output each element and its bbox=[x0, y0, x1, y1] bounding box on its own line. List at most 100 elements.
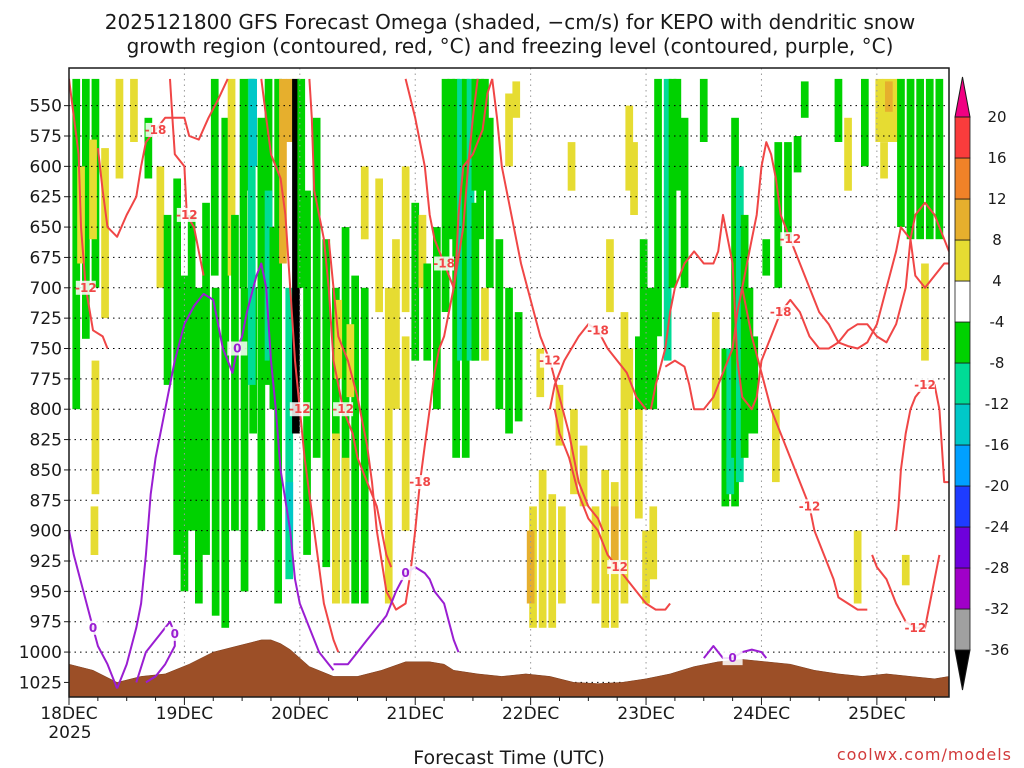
omega-cell bbox=[897, 78, 905, 228]
omega-cell bbox=[875, 78, 884, 142]
y-tick-label: 850 bbox=[30, 461, 62, 481]
y-tick-label: 550 bbox=[30, 97, 62, 117]
colorbar-tick-label: 12 bbox=[987, 190, 1006, 208]
omega-cell bbox=[247, 78, 256, 385]
omega-cell bbox=[341, 227, 350, 531]
omega-cell bbox=[239, 78, 248, 288]
colorbar-swatch bbox=[954, 608, 971, 651]
omega-cell bbox=[526, 530, 535, 604]
omega-cell bbox=[916, 78, 924, 240]
omega-cell bbox=[274, 78, 282, 604]
omega-cell bbox=[721, 348, 730, 507]
omega-cell bbox=[800, 81, 809, 118]
dgz-contour-label-bg bbox=[75, 280, 96, 295]
omega-cell bbox=[90, 506, 99, 555]
omega-cell bbox=[82, 78, 90, 339]
x-tick-label: 24DEC bbox=[733, 704, 790, 724]
omega-cell bbox=[663, 78, 672, 361]
y-tick-label: 900 bbox=[30, 522, 62, 542]
dgz-contour-label-bg bbox=[780, 232, 801, 247]
omega-cell bbox=[726, 457, 735, 495]
dgz-contour-label: -18 bbox=[145, 123, 167, 137]
dgz-contour-label: -12 bbox=[176, 208, 198, 222]
dgz-contour-line bbox=[649, 201, 949, 411]
freezing-contour-label-bg bbox=[164, 626, 185, 641]
omega-cell bbox=[750, 336, 759, 434]
dgz-contour-label-bg bbox=[587, 323, 608, 338]
omega-cell bbox=[221, 117, 230, 628]
omega-cell bbox=[630, 142, 638, 215]
omega-cell bbox=[736, 166, 744, 483]
omega-cell bbox=[538, 469, 547, 628]
omega-cell bbox=[921, 263, 929, 361]
dgz-contour-label-bg bbox=[333, 402, 354, 417]
omega-cell bbox=[292, 78, 300, 434]
omega-cell bbox=[726, 348, 735, 483]
omega-cell bbox=[567, 142, 576, 191]
omega-cell bbox=[89, 139, 97, 240]
freezing-contour-line bbox=[69, 530, 119, 689]
omega-cell bbox=[461, 78, 470, 458]
colorbar-tick-label: -16 bbox=[985, 436, 1010, 454]
freezing-contour-label: 0 bbox=[233, 342, 241, 356]
omega-cell bbox=[279, 78, 287, 264]
omega-cell bbox=[187, 214, 196, 531]
dgz-contour-label-bg bbox=[176, 207, 197, 222]
omega-cell bbox=[555, 384, 564, 446]
y-tick-label: 750 bbox=[30, 340, 62, 360]
dgz-contour-label-bg bbox=[145, 122, 166, 137]
freezing-contour-label-bg bbox=[227, 341, 248, 356]
omega-cell bbox=[668, 78, 677, 288]
omega-cell bbox=[673, 78, 682, 191]
dgz-contour-label-bg bbox=[905, 620, 926, 635]
colorbar-tick-label: 16 bbox=[987, 149, 1006, 167]
omega-cell bbox=[418, 214, 427, 288]
colorbar-swatch bbox=[954, 526, 971, 569]
omega-cell bbox=[610, 506, 619, 568]
colorbar-tick-label: -28 bbox=[985, 559, 1010, 577]
dgz-contour-label: -12 bbox=[289, 402, 311, 416]
colorbar-high-triangle bbox=[954, 76, 971, 118]
freezing-contour-label-bg bbox=[395, 566, 416, 581]
omega-cell bbox=[644, 287, 653, 410]
omega-cell bbox=[471, 78, 480, 191]
omega-cell bbox=[642, 530, 650, 604]
dgz-contour-line bbox=[491, 78, 604, 531]
omega-cell bbox=[925, 78, 934, 240]
omega-cell bbox=[579, 445, 588, 507]
colorbar-swatch bbox=[954, 239, 971, 282]
omega-cell bbox=[901, 554, 910, 586]
omega-cell bbox=[101, 148, 109, 319]
colorbar-swatch bbox=[954, 116, 971, 159]
omega-cell bbox=[332, 433, 340, 604]
omega-cell bbox=[570, 409, 578, 495]
omega-cell bbox=[481, 78, 489, 191]
dgz-contour-label-bg bbox=[914, 377, 935, 392]
credit-link[interactable]: coolwx.com/models bbox=[837, 745, 1012, 764]
omega-cell bbox=[649, 506, 658, 580]
omega-cell bbox=[512, 81, 521, 118]
omega-cell bbox=[285, 287, 294, 580]
terrain bbox=[69, 639, 949, 697]
dgz-contour-label: -12 bbox=[606, 560, 628, 574]
omega-cell bbox=[334, 299, 343, 379]
omega-cell bbox=[210, 78, 219, 276]
y-tick-label: 625 bbox=[30, 188, 62, 208]
omega-cell bbox=[620, 469, 629, 604]
omega-cell bbox=[401, 336, 410, 531]
dgz-contour-label: -18 bbox=[409, 475, 431, 489]
y-tick-label: 825 bbox=[30, 431, 62, 451]
omega-cell bbox=[264, 190, 273, 361]
y-tick-label: 775 bbox=[30, 370, 62, 390]
omega-cell bbox=[762, 239, 771, 276]
omega-cell bbox=[505, 93, 513, 167]
omega-cell bbox=[861, 78, 869, 167]
y-tick-label: 925 bbox=[30, 552, 62, 572]
y-tick-label: 950 bbox=[30, 582, 62, 602]
y-axis: 550 575 600 625 650 675 700 725 750 775 800 825 850 8… bbox=[19, 97, 69, 693]
omega-cell bbox=[286, 78, 295, 142]
x-tick-label: 22DEC bbox=[502, 704, 559, 724]
colorbar-swatch bbox=[954, 362, 971, 405]
omega-cell bbox=[173, 178, 181, 555]
omega-cell bbox=[411, 202, 420, 361]
